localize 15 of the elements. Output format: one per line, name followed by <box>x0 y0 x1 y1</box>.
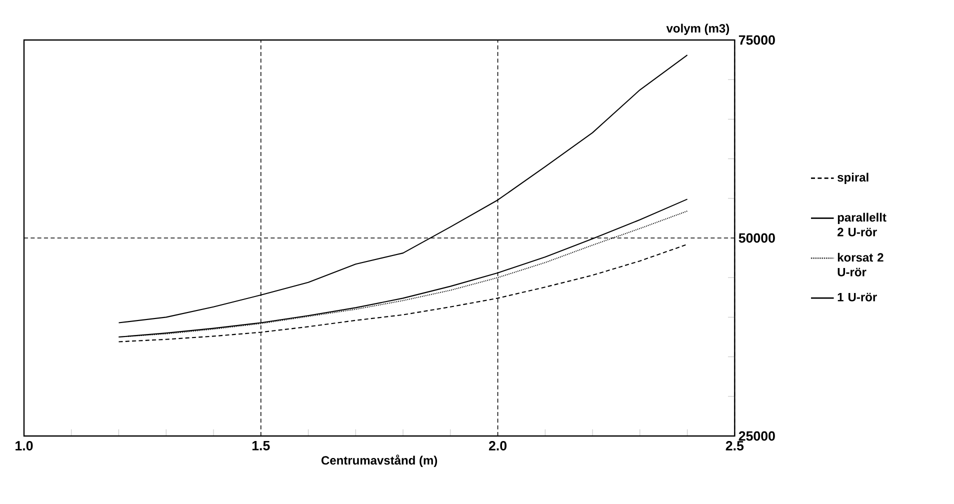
legend-label: 1 U-rör <box>838 292 877 302</box>
x-tick-label: 1.5 <box>252 441 270 450</box>
x-tick-label: 1.0 <box>16 441 33 450</box>
x-axis-title: Centrumavstånd (m) <box>321 454 438 467</box>
legend-label: parallellt 2 U-rör <box>838 212 886 236</box>
y-tick-label: 25000 <box>738 431 775 441</box>
x-tick-label: 2.5 <box>726 441 744 450</box>
legend-label: spiral <box>838 172 868 184</box>
y-tick-label: 50000 <box>738 233 775 243</box>
y-tick-label: 75000 <box>738 35 775 45</box>
x-tick-label: 2.0 <box>488 441 507 450</box>
line-series <box>118 244 688 342</box>
y-axis-title: volym (m3) <box>666 24 730 35</box>
legend-label: korsat 2 U-rör <box>838 252 884 276</box>
line-series <box>118 54 688 324</box>
